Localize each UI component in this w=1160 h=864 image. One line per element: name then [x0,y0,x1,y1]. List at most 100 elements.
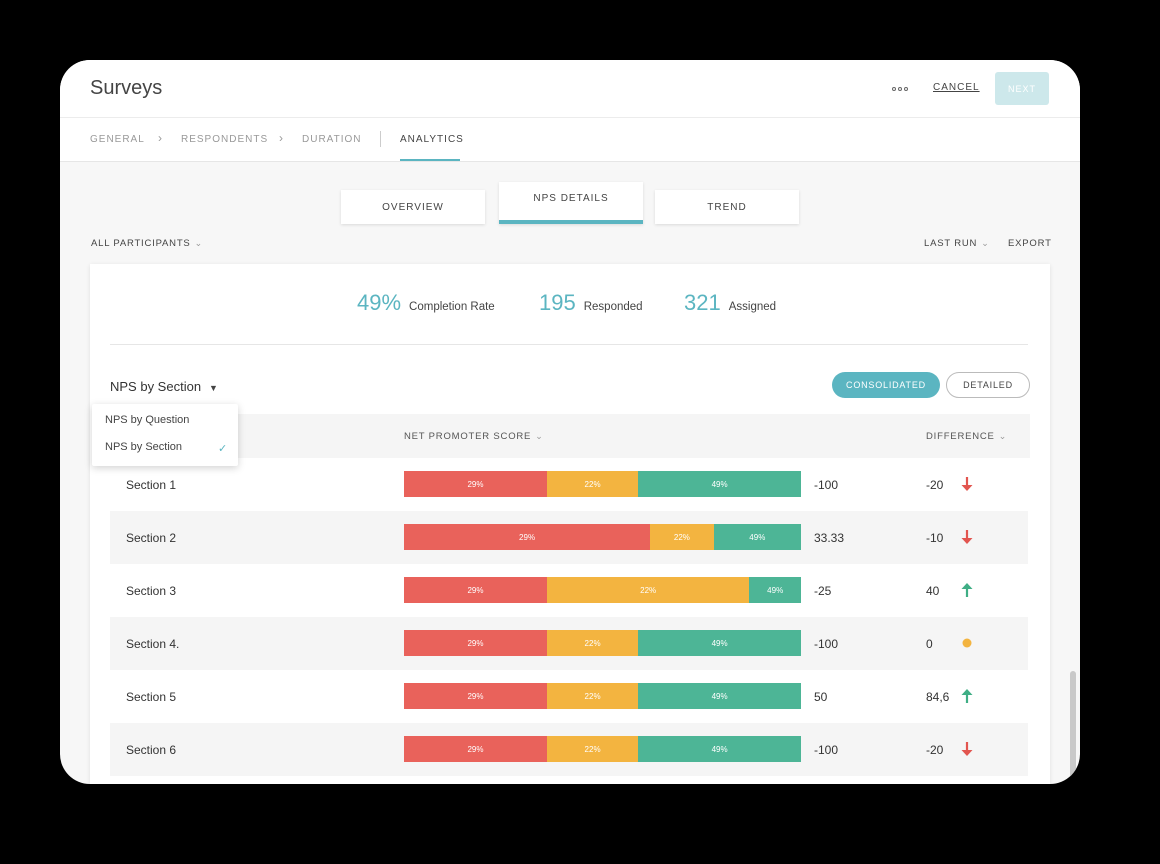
bar-segment-promoters: 49% [749,577,801,603]
step-respondents[interactable]: RESPONDENTS [181,134,269,145]
bar-segment-passives: 22% [650,524,714,550]
bar-segment-detractors: 29% [404,683,547,709]
row-difference: -10 [926,531,944,545]
active-step-indicator [400,159,460,161]
bar-segment-detractors: 29% [404,630,547,656]
scrollbar[interactable] [1070,671,1076,784]
detailed-toggle[interactable]: DETAILED [946,372,1030,398]
table-row: Section 3 29% 22% 49% -25 40 [110,564,1028,617]
next-button[interactable]: NEXT [995,72,1049,105]
stat-label: Assigned [728,301,777,313]
top-bar: Surveys CANCEL NEXT [60,60,1080,118]
bar-segment-passives: 22% [546,736,639,762]
bar-segment-detractors: 29% [404,577,547,603]
nps-view-selected: NPS by Section [110,379,202,394]
stat-value: 321 [684,290,721,315]
stat-label: Responded [583,301,643,313]
bar-segment-promoters: 49% [638,683,801,709]
last-run-filter[interactable]: LAST RUN ⌄ [924,238,990,249]
stat-value: 49% [357,290,402,315]
bar-segment-promoters: 49% [638,736,801,762]
step-divider [380,131,381,147]
arrow-up-icon [960,581,974,599]
bar-segment-passives: 22% [546,577,750,603]
step-navigation: GENERAL › RESPONDENTS › DURATION ANALYTI… [60,118,1080,162]
row-score: 50 [814,690,828,704]
bar-segment-passives: 22% [546,471,639,497]
check-icon: ✓ [218,443,228,455]
chevron-down-icon: ⌄ [194,238,203,248]
last-run-label: LAST RUN [924,238,978,249]
chevron-right-icon: › [158,131,162,145]
header-label: NET PROMOTER SCORE [404,431,532,442]
nps-stacked-bar: 29% 22% 49% [404,524,801,550]
stat-responded: 195 Responded [539,290,643,316]
caret-down-icon: ▼ [209,383,218,393]
row-score: -25 [814,584,832,598]
cancel-button[interactable]: CANCEL [933,82,980,93]
table-row: Section 6 29% 22% 49% -100 -20 [110,723,1028,776]
table-header: NET PROMOTER SCORE ⌄ DIFFERENCE ⌄ [110,414,1030,458]
table-row: Section 2 29% 22% 49% 33.33 -10 [110,511,1028,564]
nps-stacked-bar: 29% 22% 49% [404,471,801,497]
row-score: -100 [814,478,839,492]
row-score: 33.33 [814,531,845,545]
row-difference: 0 [926,637,933,651]
app-window: Surveys CANCEL NEXT GENERAL › RESPONDENT… [60,60,1080,784]
arrow-down-icon [960,740,974,758]
dot-icon [960,634,974,652]
step-analytics[interactable]: ANALYTICS [400,134,464,145]
tab-nps-details[interactable]: NPS DETAILS [499,182,643,224]
table-row: Section 4. 29% 22% 49% -100 0 [110,617,1028,670]
header-net-promoter-score[interactable]: NET PROMOTER SCORE ⌄ [404,431,544,442]
row-score: -100 [814,743,839,757]
arrow-down-icon [960,475,974,493]
row-difference: 84,6 [926,690,950,704]
scrollbar-thumb[interactable] [1070,671,1076,784]
table-row: Section 1 29% 22% 49% -100 -20 [110,458,1028,511]
step-general[interactable]: GENERAL [90,134,145,145]
row-label: Section 2 [126,531,177,545]
header-label: DIFFERENCE [926,431,995,442]
stat-assigned: 321 Assigned [684,290,776,316]
bar-segment-detractors: 29% [404,736,547,762]
chevron-right-icon: › [279,131,283,145]
divider [110,344,1028,345]
step-duration[interactable]: DURATION [302,134,362,145]
nps-view-select[interactable]: NPS by Section ▼ [110,379,218,394]
option-nps-by-section[interactable]: NPS by Section [105,441,183,453]
nps-view-dropdown: NPS by Question NPS by Section ✓ [92,404,238,466]
row-difference: 40 [926,584,940,598]
tab-trend[interactable]: TREND [655,190,799,224]
bar-segment-promoters: 49% [713,524,801,550]
export-button[interactable]: EXPORT [1008,238,1052,249]
stat-value: 195 [539,290,576,315]
consolidated-toggle[interactable]: CONSOLIDATED [832,372,940,398]
nps-card: 49% Completion Rate 195 Responded 321 As… [90,264,1076,784]
stat-completion: 49% Completion Rate [357,290,495,316]
bar-segment-promoters: 49% [638,471,801,497]
row-label: Section 4. [126,637,180,651]
row-label: Section 5 [126,690,177,704]
bar-segment-detractors: 29% [404,471,547,497]
page-title: Surveys [90,77,163,99]
chevron-down-icon: ⌄ [535,431,544,441]
bar-segment-passives: 22% [546,683,639,709]
header-difference[interactable]: DIFFERENCE ⌄ [926,431,1007,442]
row-label: Section 1 [126,478,177,492]
participants-filter[interactable]: ALL PARTICIPANTS ⌄ [91,238,203,249]
row-difference: -20 [926,743,944,757]
nps-stacked-bar: 29% 22% 49% [404,683,801,709]
stat-label: Completion Rate [409,301,495,313]
bar-segment-passives: 22% [546,630,639,656]
row-label: Section 6 [126,743,177,757]
arrow-up-icon [960,687,974,705]
more-dots-icon[interactable] [892,86,908,92]
nps-stacked-bar: 29% 22% 49% [404,630,801,656]
row-label: Section 3 [126,584,177,598]
tab-overview[interactable]: OVERVIEW [341,190,485,224]
nps-stacked-bar: 29% 22% 49% [404,577,801,603]
row-score: -100 [814,637,839,651]
chevron-down-icon: ⌄ [998,431,1008,441]
option-nps-by-question[interactable]: NPS by Question [105,414,190,426]
